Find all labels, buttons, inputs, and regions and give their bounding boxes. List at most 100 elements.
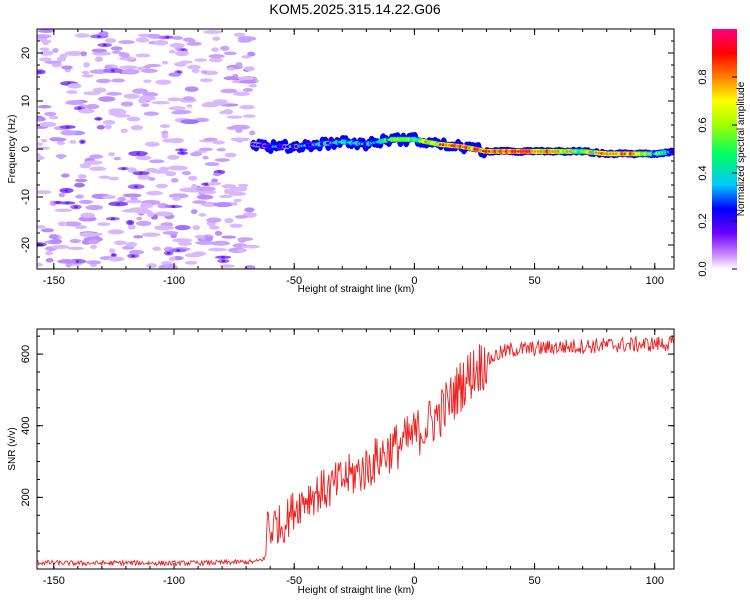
noise-peak: [97, 35, 102, 38]
noise-blob: [190, 152, 202, 157]
noise-blob: [111, 78, 126, 83]
snr-x-axis: -150 -100 -50 0 50 100: [43, 329, 664, 587]
noise-blob: [192, 251, 207, 257]
noise-blob: [97, 222, 111, 226]
noise-blob: [52, 48, 59, 53]
noise-peak: [110, 217, 115, 221]
noise-blob: [180, 119, 199, 125]
noise-blob: [168, 256, 176, 262]
noise-blob: [203, 137, 218, 142]
noise-peak: [176, 249, 181, 252]
noise-blob: [37, 262, 43, 267]
noise-blob: [211, 240, 231, 246]
noise-blob: [241, 55, 251, 59]
noise-blob: [202, 155, 209, 160]
noise-peak: [64, 189, 69, 192]
noise-blob: [57, 259, 77, 264]
noise-blob: [123, 93, 140, 99]
noise-peak: [65, 125, 70, 129]
noise-blob: [86, 260, 102, 265]
noise-blob: [139, 202, 154, 209]
noise-blob: [113, 240, 127, 246]
x-tick-label: 0: [411, 275, 417, 287]
noise-blob: [202, 30, 223, 34]
snr-x-label: Height of straight line (km): [298, 585, 415, 596]
spectrogram-x-axis: -150 -100 -50 0 50 100: [43, 29, 664, 287]
colorbar-tick-label: 0.2: [697, 213, 709, 228]
y-tick-label: 200: [20, 488, 32, 506]
noise-peak: [121, 167, 126, 170]
noise-blob: [224, 217, 234, 224]
noise-blob: [126, 116, 141, 122]
noise-blob: [108, 248, 116, 254]
noise-blob: [226, 67, 236, 71]
noise-blob: [75, 194, 85, 199]
noise-blob: [37, 116, 46, 122]
noise-blob: [74, 182, 85, 188]
noise-blob: [45, 251, 54, 256]
noise-blob: [173, 62, 187, 67]
noise-blob: [122, 193, 142, 198]
colorbar-tick-label: 0.0: [697, 261, 709, 276]
noise-blob: [167, 154, 180, 160]
noise-blob: [221, 184, 237, 189]
noise-blob: [219, 264, 235, 268]
noise-blob: [111, 50, 122, 54]
noise-blob: [172, 238, 193, 243]
noise-blob: [106, 91, 122, 96]
noise-blob: [144, 141, 160, 147]
noise-blob: [207, 181, 222, 186]
noise-peak: [165, 35, 170, 39]
noise-blob: [191, 183, 198, 190]
noise-blob: [137, 174, 151, 180]
noise-blob: [212, 172, 222, 177]
noise-blob: [113, 156, 122, 161]
noise-blob: [65, 262, 72, 268]
noise-blob: [158, 166, 170, 172]
noise-blob: [177, 241, 192, 246]
noise-blob: [48, 234, 59, 240]
noise-blob: [230, 137, 250, 142]
noise-peak: [139, 171, 144, 175]
noise-blob: [152, 246, 162, 251]
noise-peak: [204, 182, 209, 186]
noise-blob: [159, 80, 170, 85]
noise-blob: [113, 113, 131, 118]
noise-blob: [37, 142, 44, 146]
noise-peak: [128, 221, 133, 224]
noise-blob: [137, 66, 145, 71]
y-tick-label: 600: [20, 345, 32, 363]
y-tick-label: 10: [20, 95, 32, 107]
noise-peak: [116, 202, 121, 206]
noise-blob: [77, 174, 87, 179]
noise-blob: [154, 211, 173, 217]
noise-blob: [67, 246, 84, 251]
noise-blob: [74, 178, 88, 183]
x-tick-label: -150: [43, 275, 65, 287]
noise-blob: [194, 58, 208, 62]
noise-blob: [56, 140, 65, 146]
noise-blob: [224, 152, 237, 158]
noise-blob: [172, 196, 182, 201]
noise-peak: [131, 254, 136, 258]
noise-peak: [180, 151, 185, 155]
colorbar-ticks: 0.0 0.2 0.4 0.6 0.8: [697, 69, 737, 277]
noise-blob: [78, 199, 94, 205]
noise-blob: [244, 207, 255, 213]
noise-blob: [83, 160, 103, 165]
noise-blob: [56, 56, 67, 62]
figure-title: KOM5.2025.315.14.22.G06: [269, 1, 440, 17]
noise-blob: [58, 192, 66, 198]
noise-blob: [223, 51, 237, 56]
noise-blob: [227, 115, 243, 119]
noise-blob: [211, 47, 219, 52]
noise-blob: [208, 54, 225, 59]
noise-blob: [129, 249, 145, 255]
noise-blob: [220, 88, 238, 94]
noise-blob: [145, 190, 164, 196]
noise-blob: [110, 46, 123, 51]
noise-blob: [40, 39, 52, 44]
noise-blob: [213, 201, 233, 208]
noise-blob: [40, 50, 54, 56]
